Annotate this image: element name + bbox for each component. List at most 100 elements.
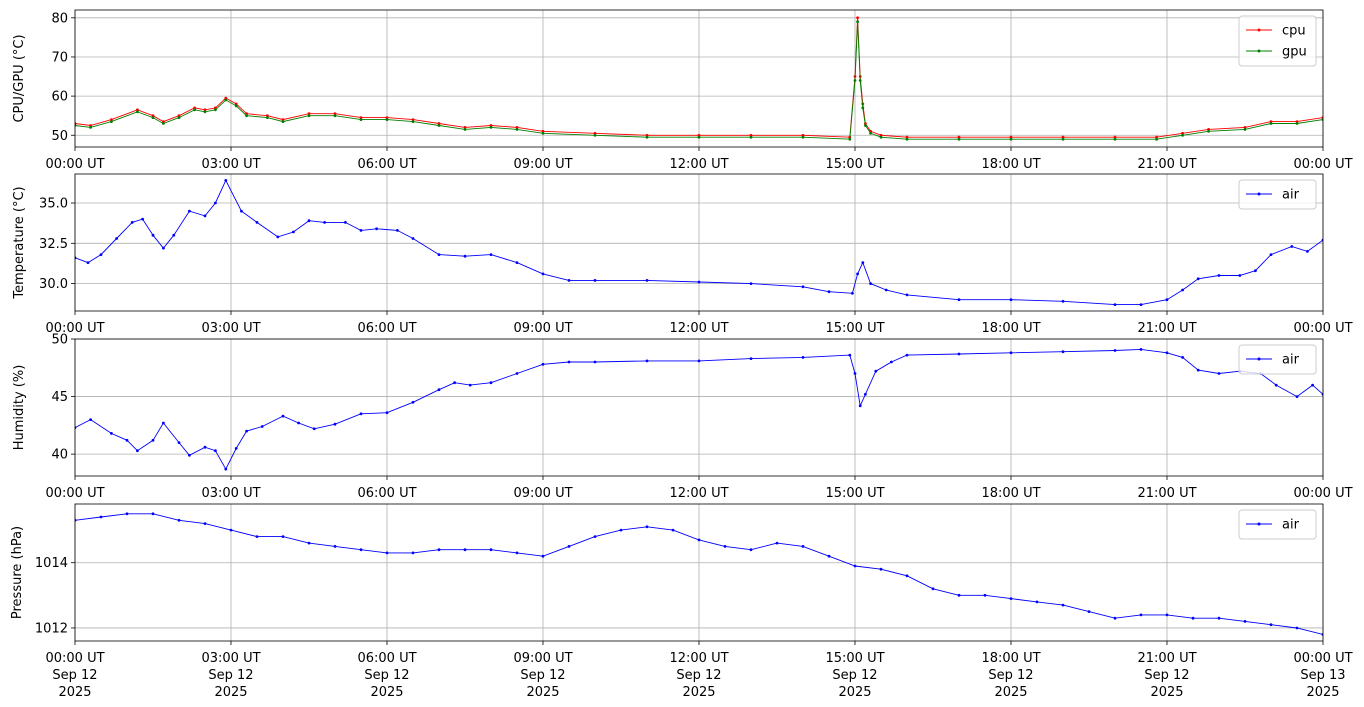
data-point <box>541 272 545 276</box>
x-tick-label: 21:00 UT <box>1137 157 1196 172</box>
data-point <box>749 548 753 552</box>
data-point <box>1113 135 1117 139</box>
data-point <box>1269 253 1273 256</box>
data-point <box>801 135 805 139</box>
data-point <box>172 233 176 237</box>
legend-label: air <box>1282 518 1300 533</box>
data-point <box>177 441 181 444</box>
legend-box <box>1238 509 1317 540</box>
data-point <box>1217 372 1221 375</box>
data-point <box>224 179 228 182</box>
x-tick-label: 00:00 UT <box>1293 486 1352 501</box>
data-point <box>307 541 311 545</box>
data-point <box>858 404 862 408</box>
x-tick-label: 06:00 UT <box>357 157 416 172</box>
x-tick-label: 15:00 UT <box>825 321 884 336</box>
data-point <box>697 280 701 284</box>
legend-label: air <box>1282 188 1300 203</box>
data-point <box>957 298 961 302</box>
data-point <box>151 438 155 442</box>
data-point <box>136 108 139 112</box>
data-point <box>1306 250 1309 253</box>
data-point <box>801 285 805 289</box>
data-point <box>437 388 441 392</box>
data-point <box>130 221 134 224</box>
data-point <box>905 135 909 139</box>
data-point <box>827 290 831 294</box>
x-tick-label: Sep 12 <box>364 668 409 683</box>
data-point <box>1295 122 1299 125</box>
x-tick-label: 21:00 UT <box>1137 486 1196 501</box>
data-point <box>437 124 441 127</box>
data-point <box>1139 303 1143 306</box>
x-tick-label: 2025 <box>1306 685 1339 700</box>
data-point <box>1113 137 1117 141</box>
data-point <box>957 137 961 141</box>
panel-3: 00:00 UT 03:00 UT 06:00 UT 09:00 UT 12:00 UT… <box>12 333 1353 502</box>
data-point <box>385 411 389 415</box>
data-point <box>1243 620 1247 623</box>
x-tick-label: 09:00 UT <box>513 321 572 336</box>
data-point <box>188 453 191 457</box>
data-point <box>1274 383 1278 387</box>
data-point <box>359 118 363 121</box>
data-point <box>879 135 883 139</box>
legend-marker <box>1257 357 1261 361</box>
data-point <box>245 429 249 433</box>
data-point <box>203 110 207 114</box>
x-tick-label: 00:00 UT <box>45 651 104 666</box>
legend: air <box>1238 179 1317 210</box>
data-point <box>1165 613 1169 617</box>
data-point <box>333 422 337 426</box>
legend-label: cpu <box>1282 24 1306 39</box>
data-point <box>848 137 852 141</box>
data-point <box>1165 298 1169 302</box>
data-point <box>1061 299 1065 303</box>
data-point <box>905 574 909 578</box>
data-point <box>1113 349 1117 352</box>
data-point <box>853 372 857 375</box>
data-point <box>749 357 753 360</box>
data-point <box>255 535 259 538</box>
data-point <box>1181 133 1184 137</box>
data-point <box>1196 368 1200 372</box>
data-point <box>1243 127 1247 131</box>
data-point <box>229 528 233 532</box>
data-point <box>749 282 753 285</box>
data-point <box>468 383 472 387</box>
series-gpu <box>75 20 1323 141</box>
data-point <box>645 359 649 363</box>
data-point <box>593 133 597 137</box>
data-point <box>188 209 191 213</box>
data-point <box>359 412 363 416</box>
data-point <box>853 564 857 568</box>
data-point <box>1196 277 1200 281</box>
data-point <box>214 108 217 112</box>
x-tick-label: 03:00 UT <box>201 321 260 336</box>
data-point <box>333 112 337 116</box>
data-point <box>437 253 441 256</box>
data-point <box>890 360 893 364</box>
data-point <box>234 447 238 450</box>
x-tick-label: 18:00 UT <box>981 321 1040 336</box>
x-tick-label: 03:00 UT <box>201 651 260 666</box>
series-air <box>75 179 1323 306</box>
data-point <box>1181 288 1184 292</box>
data-point <box>385 551 389 555</box>
data-point <box>1139 613 1143 617</box>
x-tick-label: 2025 <box>58 685 91 700</box>
legend-label: air <box>1282 353 1300 368</box>
data-point <box>905 293 909 297</box>
y-tick-label: 50 <box>51 129 68 144</box>
data-point <box>151 512 155 516</box>
data-point <box>905 353 909 357</box>
data-point <box>1295 395 1299 398</box>
data-point <box>905 137 909 141</box>
x-tick-label: Sep 12 <box>52 668 97 683</box>
data-point <box>1238 274 1242 277</box>
data-point <box>292 230 295 234</box>
data-point <box>193 108 197 112</box>
x-tick-label: 12:00 UT <box>669 486 728 501</box>
x-tick-label: 15:00 UT <box>825 651 884 666</box>
data-point <box>177 518 181 522</box>
